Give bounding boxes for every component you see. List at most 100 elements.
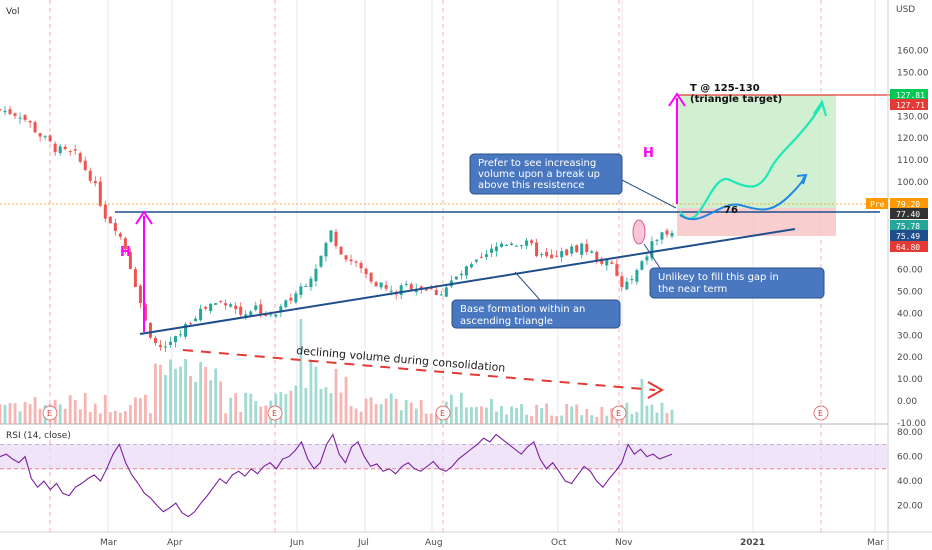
volume-bar xyxy=(565,403,569,424)
volume-bar xyxy=(184,359,187,424)
candle-body xyxy=(660,232,664,240)
candle-body xyxy=(73,149,77,151)
candle-body xyxy=(118,233,122,237)
bullish-projection-arrowhead xyxy=(813,99,828,117)
volume-bar xyxy=(88,412,92,424)
volume-bar xyxy=(68,395,72,424)
candle-body xyxy=(645,256,649,261)
candle-body xyxy=(229,304,233,307)
height-arrow-right xyxy=(668,92,686,204)
volume-bar xyxy=(334,368,338,424)
volume-bar xyxy=(344,376,348,424)
volume-bar xyxy=(78,409,82,424)
volume-bar xyxy=(670,409,674,424)
earnings-marker[interactable] xyxy=(611,405,627,421)
h-label-right: H xyxy=(643,146,654,161)
candle-body xyxy=(605,260,609,266)
candle-body xyxy=(58,146,62,154)
volume-bar xyxy=(123,410,127,424)
candle-body xyxy=(314,268,318,282)
volume-bar xyxy=(510,406,513,424)
volume-bar xyxy=(0,404,2,424)
volume-bar xyxy=(284,394,288,424)
candle-body xyxy=(545,251,549,256)
volume-bar xyxy=(139,398,142,424)
price-tag-box xyxy=(890,89,928,100)
volume-bar xyxy=(475,407,478,424)
earnings-marker[interactable] xyxy=(42,405,58,421)
volume-bar xyxy=(394,398,398,424)
volume-bar xyxy=(58,404,62,424)
volume-bar xyxy=(525,414,528,424)
volume-bar xyxy=(530,415,533,424)
gap-ellipse xyxy=(632,219,646,245)
price-tag-box xyxy=(890,99,928,110)
volume-bar xyxy=(580,415,584,424)
volume-bar xyxy=(174,368,177,424)
callout-resistance-line1: Prefer to see increasing xyxy=(478,158,596,169)
volume-bar xyxy=(349,406,353,424)
earnings-marker[interactable] xyxy=(435,405,451,421)
candle-body xyxy=(399,285,403,295)
pre-tag-value-box xyxy=(890,198,928,209)
rsi-tick-label: 60.00 xyxy=(897,453,923,463)
volume-bar xyxy=(480,406,483,424)
candle-body xyxy=(525,240,529,246)
volume-bar xyxy=(600,406,604,424)
volume-bar xyxy=(144,394,147,424)
candle-body xyxy=(339,246,343,255)
candle-body xyxy=(550,254,554,259)
time-tick-label: Jun xyxy=(289,538,304,548)
candle-body xyxy=(38,133,42,137)
volume-bar xyxy=(289,390,293,424)
volume-bar xyxy=(655,412,659,424)
volume-bar xyxy=(485,407,488,424)
volume-bar xyxy=(23,401,27,424)
volume-bar xyxy=(314,366,318,424)
volume-bar xyxy=(113,410,117,424)
rsi-band xyxy=(0,444,888,469)
candle-body xyxy=(429,288,433,290)
volume-bar xyxy=(570,406,574,424)
volume-bar xyxy=(108,412,112,424)
price-tag-box xyxy=(890,230,928,241)
candle-body xyxy=(505,244,509,246)
callout-base-line1: Base formation within an xyxy=(460,304,585,315)
price-tick-label: 40.00 xyxy=(897,309,923,319)
volume-bar xyxy=(605,415,609,424)
candle-body xyxy=(138,285,142,303)
volume-bar xyxy=(470,407,473,424)
rsi-tick-label: 80.00 xyxy=(897,428,923,438)
volume-bar xyxy=(309,361,313,424)
volume-bar xyxy=(419,400,423,424)
volume-bar xyxy=(259,406,263,424)
volume-bar xyxy=(219,381,223,424)
price-tick-label: 130.00 xyxy=(897,112,929,122)
volume-bar xyxy=(83,392,87,424)
candle-body xyxy=(108,216,112,224)
declining-volume-arrowhead xyxy=(647,381,665,399)
candle-body xyxy=(63,146,67,150)
volume-bar xyxy=(464,407,468,424)
candle-body xyxy=(464,266,468,276)
volume-bar xyxy=(384,398,388,424)
earnings-marker[interactable] xyxy=(267,405,283,421)
volume-bar xyxy=(389,393,393,424)
candle-body xyxy=(8,109,12,115)
price-tick-label: 160.00 xyxy=(897,47,929,57)
alt-projection-arrowhead xyxy=(796,173,808,185)
candle-body xyxy=(560,251,564,258)
time-tick-label: Apr xyxy=(167,538,183,548)
candle-body xyxy=(334,231,338,246)
candle-body xyxy=(153,338,157,343)
candle-body xyxy=(123,238,127,250)
earnings-marker[interactable] xyxy=(813,405,829,421)
earnings-marker-label: E xyxy=(272,409,277,418)
volume-bar xyxy=(434,413,438,424)
volume-bar xyxy=(209,380,213,424)
volume-bar xyxy=(379,404,383,424)
volume-bar xyxy=(279,392,283,424)
candle-body xyxy=(103,204,107,219)
volume-bar xyxy=(490,398,493,424)
level-76-label: 76 xyxy=(724,205,738,216)
